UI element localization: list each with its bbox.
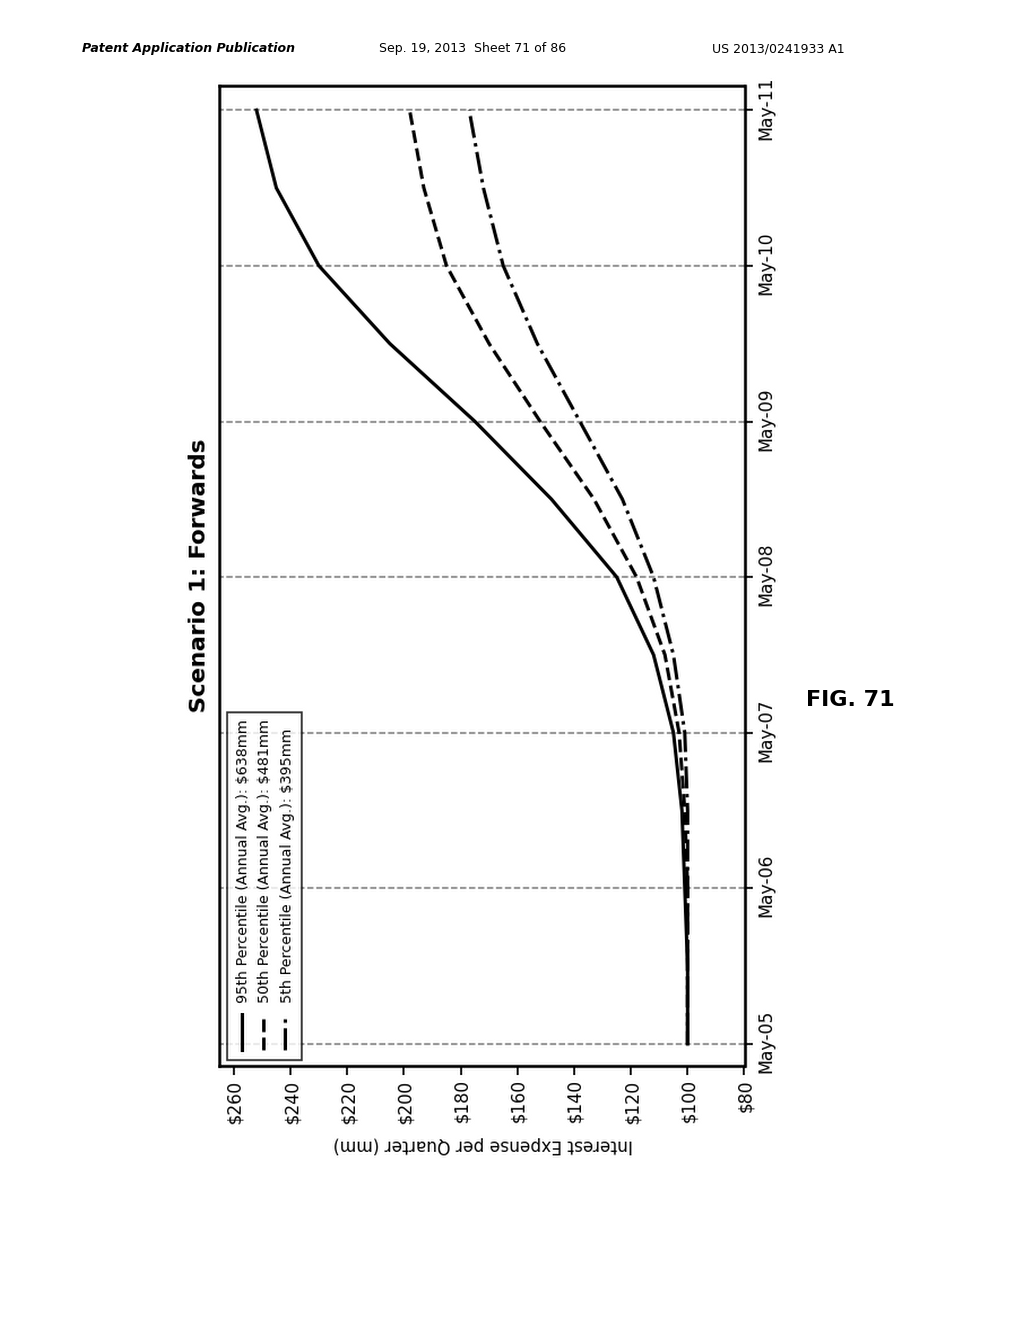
Text: Sep. 19, 2013  Sheet 71 of 86: Sep. 19, 2013 Sheet 71 of 86 [379, 42, 566, 55]
Text: FIG. 71: FIG. 71 [806, 689, 894, 710]
Text: Patent Application Publication: Patent Application Publication [82, 42, 295, 55]
Text: US 2013/0241933 A1: US 2013/0241933 A1 [712, 42, 845, 55]
